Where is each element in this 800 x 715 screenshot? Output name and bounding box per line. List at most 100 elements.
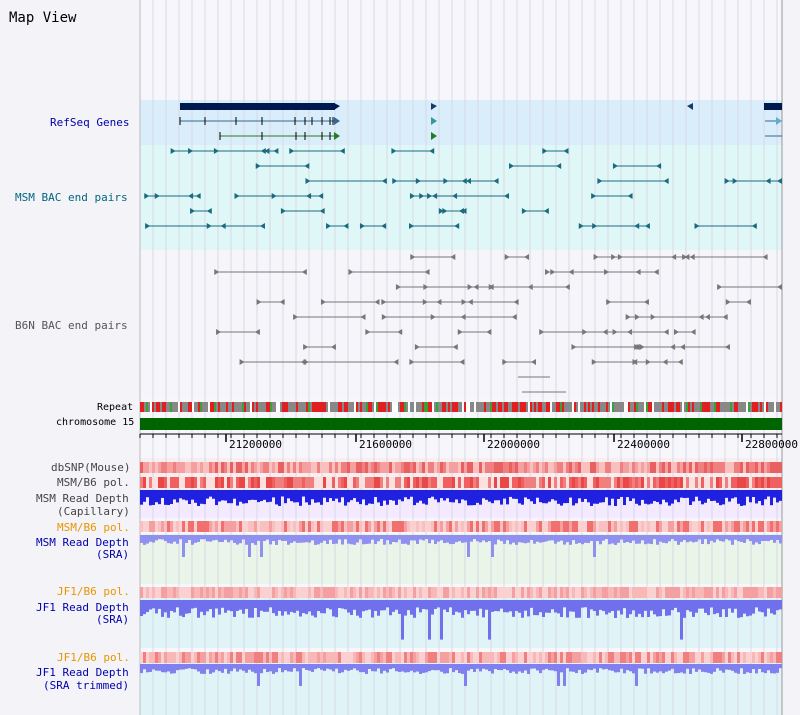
msm-bac-label[interactable]: MSM BAC end pairs [15,191,128,204]
heat-cell [257,521,260,532]
depth-bar [731,490,734,499]
jf1-b6-pol-label[interactable]: JF1/B6 pol. [57,585,130,598]
repeat-segment [276,402,278,412]
depth-bar [497,535,500,540]
repeat-segment [360,402,362,412]
depth-bar [569,490,572,498]
depth-bar [371,535,374,540]
depth-bar [188,664,191,669]
depth-bar [347,490,350,503]
jf1-b6-pol-label-2[interactable]: JF1/B6 pol. [57,651,130,664]
depth-bar [179,490,182,499]
depth-bar [749,600,752,616]
jf1-sra-depth-label[interactable]: JF1 Read Depth [36,601,129,614]
heat-cell [677,652,680,663]
repeat-segment [776,402,778,412]
heat-cell [779,587,782,598]
msm-b6-pol-label-2[interactable]: MSM/B6 pol. [57,521,130,534]
depth-bar [260,664,263,674]
msm-b6-pol-label[interactable]: MSM/B6 pol. [57,476,130,489]
heat-cell [665,477,668,488]
heat-cell [605,462,608,473]
depth-bar [662,490,665,500]
repeat-segment [656,402,658,412]
depth-bar [710,664,713,674]
depth-bar [644,664,647,674]
jf1-trim-depth-label[interactable]: JF1 Read Depth [36,666,129,679]
heat-cell [251,521,254,532]
heat-cell [773,462,776,473]
repeat-segment [174,402,176,412]
heat-cell [401,521,404,532]
heat-cell [215,477,218,488]
depth-bar [587,664,590,670]
repeat-segment [698,402,700,412]
heat-cell [158,462,161,473]
depth-bar [653,600,656,615]
depth-bar [557,535,560,542]
heat-cell [317,462,320,473]
depth-bar [227,664,230,674]
repeat-segment [508,402,510,412]
heat-cell [719,477,722,488]
heat-cell [248,462,251,473]
heat-cell [407,587,410,598]
repeat-segment [440,402,442,412]
depth-bar [272,535,275,542]
depth-bar [452,600,455,615]
b6n-bac-label[interactable]: B6N BAC end pairs [15,319,128,332]
heat-cell [296,652,299,663]
heat-cell [239,521,242,532]
heat-cell [167,587,170,598]
depth-bar [299,490,302,506]
heat-cell [329,477,332,488]
refseq-arrow [431,117,437,125]
depth-bar [287,490,290,499]
heat-cell [704,587,707,598]
depth-bar [647,600,650,618]
heat-cell [299,477,302,488]
repeat-segment [460,402,462,412]
heat-cell [749,477,752,488]
depth-bar [236,600,239,611]
heat-cell [668,652,671,663]
depth-bar [191,664,194,670]
heat-cell [227,462,230,473]
depth-bar [746,600,749,617]
heat-cell [308,587,311,598]
msm-sra-depth-label[interactable]: MSM Read Depth [36,536,129,549]
heat-cell [554,652,557,663]
depth-bar [434,664,437,671]
depth-bar [626,490,629,498]
depth-bar [161,535,164,540]
heat-cell [356,477,359,488]
bac-end-marker [662,359,668,365]
depth-bar [764,664,767,674]
repeat-segment [630,402,632,412]
heat-cell [698,652,701,663]
repeat-segment [596,402,598,412]
chromosome-ideogram[interactable] [528,52,628,66]
depth-bar [341,600,344,609]
repeat-segment [724,402,726,412]
depth-bar [611,600,614,612]
depth-bar [290,600,293,612]
heat-cell [275,477,278,488]
refseq-genes-label[interactable]: RefSeq Genes [50,116,130,129]
heat-cell [377,652,380,663]
msm-read-depth-label[interactable]: MSM Read Depth [36,492,129,505]
depth-bar [743,490,746,506]
depth-bar [554,535,557,544]
heat-cell [317,587,320,598]
heat-cell [305,477,308,488]
depth-bar [677,664,680,674]
depth-bar [263,664,266,669]
dbsnp-label[interactable]: dbSNP(Mouse) [51,461,131,474]
bac-end-marker [625,314,631,320]
bac-end-marker [458,208,464,214]
depth-bar [407,600,410,611]
heat-cell [395,652,398,663]
bac-end-marker [611,254,617,260]
repeat-segment [400,402,402,412]
depth-bar [686,490,689,498]
